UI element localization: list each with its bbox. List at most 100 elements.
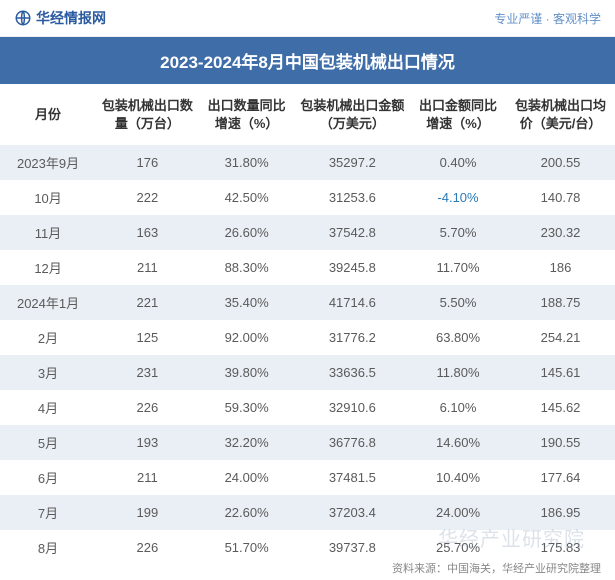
table-cell: 186 (506, 250, 615, 285)
col-header: 月份 (0, 84, 96, 145)
table-cell: 63.80% (410, 320, 506, 355)
table-row: 4月22659.30%32910.66.10%145.62 (0, 390, 615, 425)
table-cell: 11.70% (410, 250, 506, 285)
table-cell: 2023年9月 (0, 145, 96, 180)
table-cell: 7月 (0, 495, 96, 530)
table-cell: 140.78 (506, 180, 615, 215)
table-cell: 230.32 (506, 215, 615, 250)
table-cell: 226 (96, 530, 198, 554)
table-row: 2月12592.00%31776.263.80%254.21 (0, 320, 615, 355)
table-cell: 33636.5 (295, 355, 410, 390)
table-cell: 175.83 (506, 530, 615, 554)
table-cell: 4月 (0, 390, 96, 425)
table-cell: 26.60% (199, 215, 295, 250)
table-header-row: 月份 包装机械出口数量（万台） 出口数量同比增速（%） 包装机械出口金额（万美元… (0, 84, 615, 145)
table-cell: 0.40% (410, 145, 506, 180)
table-cell: 41714.6 (295, 285, 410, 320)
col-header: 出口金额同比增速（%） (410, 84, 506, 145)
table-cell: 5月 (0, 425, 96, 460)
header-bar: 华经情报网 专业严谨 · 客观科学 (0, 0, 615, 37)
table-cell: 24.00% (410, 495, 506, 530)
logo-text: 华经情报网 (36, 8, 106, 28)
table-cell: 2024年1月 (0, 285, 96, 320)
table-row: 5月19332.20%36776.814.60%190.55 (0, 425, 615, 460)
table-cell: 12月 (0, 250, 96, 285)
table-cell: 222 (96, 180, 198, 215)
table-cell: 10月 (0, 180, 96, 215)
table-cell: 36776.8 (295, 425, 410, 460)
table-cell: 8月 (0, 530, 96, 554)
table-row: 2023年9月17631.80%35297.20.40%200.55 (0, 145, 615, 180)
tagline: 专业严谨 · 客观科学 (494, 10, 601, 27)
table-row: 10月22242.50%31253.6-4.10%140.78 (0, 180, 615, 215)
table-cell: 51.70% (199, 530, 295, 554)
table-cell: 2月 (0, 320, 96, 355)
table-cell: 37481.5 (295, 460, 410, 495)
table-cell: 211 (96, 250, 198, 285)
table-cell: 32910.6 (295, 390, 410, 425)
table-row: 3月23139.80%33636.511.80%145.61 (0, 355, 615, 390)
table-row: 7月19922.60%37203.424.00%186.95 (0, 495, 615, 530)
table-cell: 37542.8 (295, 215, 410, 250)
table-cell: 163 (96, 215, 198, 250)
table-row: 11月16326.60%37542.85.70%230.32 (0, 215, 615, 250)
table-cell: 42.50% (199, 180, 295, 215)
table-cell: 22.60% (199, 495, 295, 530)
table-cell: 221 (96, 285, 198, 320)
table-cell: 11月 (0, 215, 96, 250)
table-cell: 39.80% (199, 355, 295, 390)
table-cell: 88.30% (199, 250, 295, 285)
table-wrap: 月份 包装机械出口数量（万台） 出口数量同比增速（%） 包装机械出口金额（万美元… (0, 84, 615, 554)
table-cell: 254.21 (506, 320, 615, 355)
table-row: 2024年1月22135.40%41714.65.50%188.75 (0, 285, 615, 320)
col-header: 出口数量同比增速（%） (199, 84, 295, 145)
table-cell: 6.10% (410, 390, 506, 425)
table-cell: 177.64 (506, 460, 615, 495)
logo-area: 华经情报网 (14, 8, 106, 28)
table-cell: 226 (96, 390, 198, 425)
table-cell: 25.70% (410, 530, 506, 554)
table-cell: 11.80% (410, 355, 506, 390)
col-header: 包装机械出口数量（万台） (96, 84, 198, 145)
table-row: 12月21188.30%39245.811.70%186 (0, 250, 615, 285)
table-cell: 35.40% (199, 285, 295, 320)
table-cell: 59.30% (199, 390, 295, 425)
table-cell: 5.50% (410, 285, 506, 320)
data-table: 月份 包装机械出口数量（万台） 出口数量同比增速（%） 包装机械出口金额（万美元… (0, 84, 615, 554)
table-cell: 14.60% (410, 425, 506, 460)
table-cell: 37203.4 (295, 495, 410, 530)
table-cell: 31776.2 (295, 320, 410, 355)
globe-icon (14, 9, 32, 27)
table-cell: 39245.8 (295, 250, 410, 285)
table-cell: 92.00% (199, 320, 295, 355)
table-cell: 31.80% (199, 145, 295, 180)
footer-source: 资料来源：中国海关，华经产业研究院整理 (0, 554, 615, 580)
table-cell: 6月 (0, 460, 96, 495)
table-cell: 199 (96, 495, 198, 530)
table-cell: 186.95 (506, 495, 615, 530)
table-cell: 176 (96, 145, 198, 180)
table-cell: 193 (96, 425, 198, 460)
table-cell: 145.61 (506, 355, 615, 390)
table-cell: 35297.2 (295, 145, 410, 180)
table-row: 6月21124.00%37481.510.40%177.64 (0, 460, 615, 495)
table-cell: 125 (96, 320, 198, 355)
table-cell: 200.55 (506, 145, 615, 180)
table-cell: 190.55 (506, 425, 615, 460)
table-cell: 231 (96, 355, 198, 390)
table-cell: 24.00% (199, 460, 295, 495)
table-cell: 188.75 (506, 285, 615, 320)
table-row: 8月22651.70%39737.825.70%175.83 (0, 530, 615, 554)
table-cell: 10.40% (410, 460, 506, 495)
table-cell: 39737.8 (295, 530, 410, 554)
table-cell: 3月 (0, 355, 96, 390)
table-cell: 31253.6 (295, 180, 410, 215)
table-cell: 145.62 (506, 390, 615, 425)
col-header: 包装机械出口均价（美元/台） (506, 84, 615, 145)
table-cell: 32.20% (199, 425, 295, 460)
table-cell: 5.70% (410, 215, 506, 250)
table-cell: 211 (96, 460, 198, 495)
col-header: 包装机械出口金额（万美元） (295, 84, 410, 145)
table-cell: -4.10% (410, 180, 506, 215)
chart-title: 2023-2024年8月中国包装机械出口情况 (0, 37, 615, 84)
